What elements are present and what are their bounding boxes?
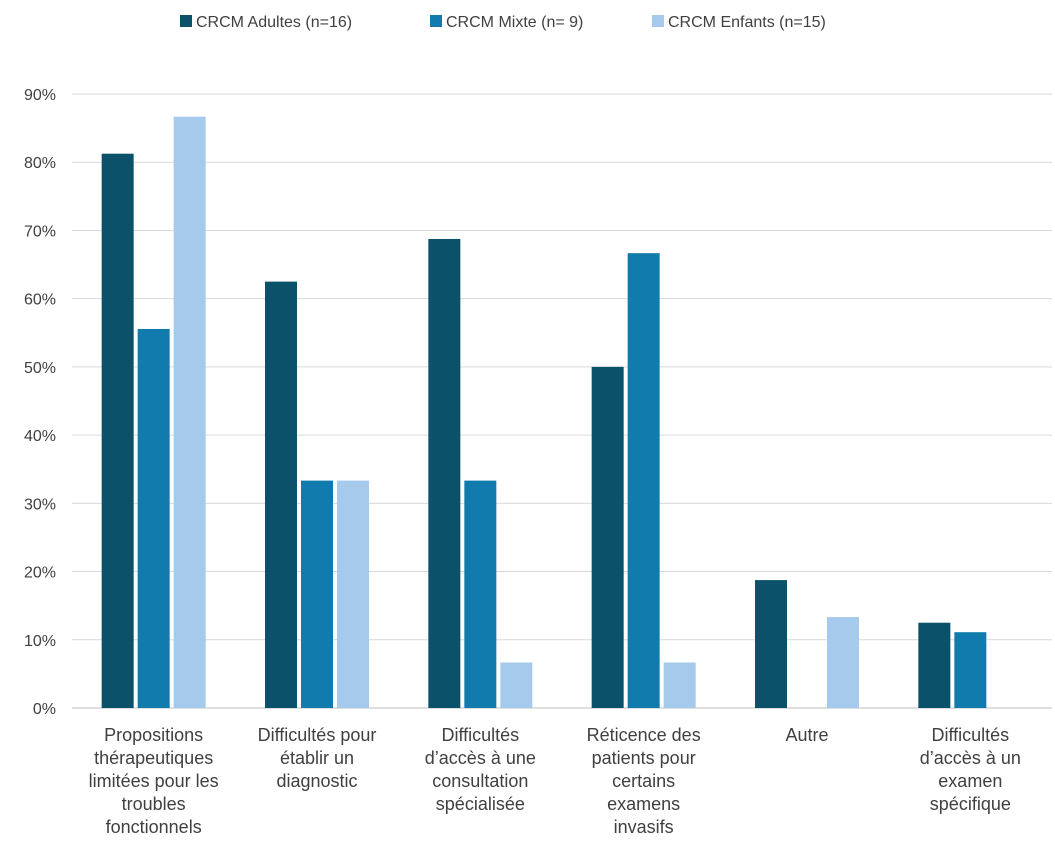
bar-1 [755,580,787,708]
x-category-label-line: examen [938,771,1002,791]
x-category-label-line: Réticence des [587,725,701,745]
x-category-label-line: d’accès à une [425,748,536,768]
x-category-label: Difficultés pour établir un diagnostic [258,725,377,791]
bar-1 [591,366,624,708]
x-category-label: Propositions thérapeutiques limitées pour … [89,725,219,837]
y-tick-label: 30% [24,496,56,513]
x-category-label-line: Autre [785,725,828,745]
x-category-label-line: spécialisée [436,794,525,814]
x-category-label-line: Difficultés [441,725,519,745]
x-category-label-line: spécifique [930,794,1011,814]
bar-3 [500,662,533,708]
x-category-label-line: certains [612,771,675,791]
legend-label: CRCM Mixte (n= 9) [446,14,583,31]
y-tick-label: 70% [24,223,56,240]
bar-3 [337,480,369,708]
y-tick-label: 90% [24,87,56,104]
x-category-label-line: Difficultés pour [258,725,377,745]
y-tick-label: 0% [33,701,56,718]
x-category-label-line: Propositions [104,725,203,745]
x-category-label: Réticence des patients pour certains examen… [587,725,701,837]
x-category-label-line: examens [607,794,680,814]
x-category-label-line: patients pour [592,748,696,768]
bar-3 [663,662,696,708]
y-tick-label: 60% [24,292,56,309]
x-category-label-line: fonctionnels [106,817,202,837]
bar-1 [918,622,951,708]
bar-2 [464,480,497,708]
legend-swatch [652,15,664,27]
x-category-label-line: d’accès à un [920,748,1021,768]
x-category-label: Difficultés d’accès à une consultation spéc… [425,725,536,814]
x-category-label-line: troubles [122,794,186,814]
legend-label: CRCM Adultes (n=16) [196,14,352,31]
x-category-label-line: thérapeutiques [94,748,213,768]
x-category-label-line: établir un [280,748,354,768]
y-tick-label: 10% [24,633,56,650]
y-tick-label: 40% [24,428,56,445]
x-category-label-line: diagnostic [276,771,357,791]
legend-swatch [430,15,442,27]
bar-2 [301,480,333,708]
y-tick-label: 80% [24,155,56,172]
bar-1 [265,281,297,708]
bar-1 [428,238,461,708]
bar-2 [627,253,660,708]
bar-2 [954,632,987,708]
x-category-label-line: consultation [432,771,528,791]
bar-3 [827,617,859,708]
x-category-label-line: Difficultés [931,725,1009,745]
x-category-label-line: invasifs [614,817,674,837]
bar-3 [173,116,206,708]
bar-2 [137,328,170,708]
y-tick-label: 50% [24,360,56,377]
legend-label: CRCM Enfants (n=15) [668,14,826,31]
bar-1 [101,153,134,708]
legend-swatch [180,15,192,27]
x-category-label: Difficultés d’accès à un examen spécifique [920,725,1021,814]
x-category-label-line: limitées pour les [89,771,219,791]
y-tick-label: 20% [24,565,56,582]
x-category-label: Autre [785,725,828,745]
